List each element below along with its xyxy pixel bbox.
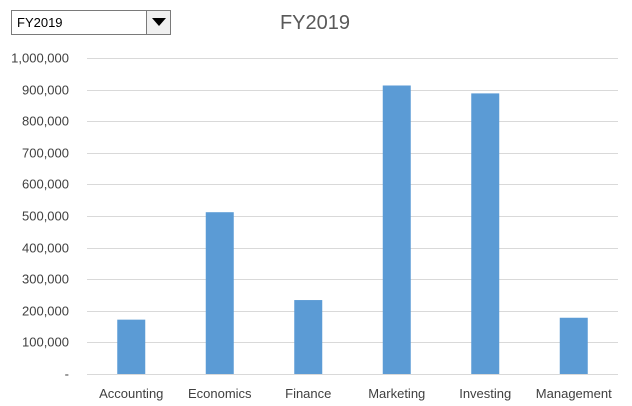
y-tick-label: 300,000 <box>22 272 69 287</box>
y-tick-label: 500,000 <box>22 209 69 224</box>
x-tick-label: Accounting <box>99 386 163 401</box>
y-tick-label: 900,000 <box>22 83 69 98</box>
y-tick-label: 100,000 <box>22 335 69 350</box>
bar-finance <box>294 300 323 374</box>
y-tick-label: 400,000 <box>22 241 69 256</box>
x-tick-label: Economics <box>188 386 252 401</box>
gridlines <box>87 58 618 375</box>
chart-title: FY2019 <box>280 12 350 34</box>
x-tick-label: Finance <box>285 386 331 401</box>
bars <box>117 85 588 374</box>
y-tick-label: 800,000 <box>22 114 69 129</box>
y-tick-label: - <box>65 367 69 382</box>
fiscal-year-dropdown-value: FY2019 <box>17 15 63 30</box>
y-tick-label: 600,000 <box>22 177 69 192</box>
x-tick-label: Investing <box>459 386 511 401</box>
bar-management <box>559 317 588 374</box>
x-axis-ticks: Accounting Economics Finance Marketing Inves… <box>99 386 612 401</box>
bar-marketing <box>382 85 411 374</box>
chevron-down-icon <box>152 18 166 26</box>
fiscal-year-dropdown[interactable]: FY2019 <box>11 10 171 35</box>
y-axis-ticks: - 100,000 200,000 300,000 400,000 500,000 600,… <box>11 51 69 382</box>
x-tick-label: Marketing <box>368 386 425 401</box>
y-tick-label: 1,000,000 <box>11 51 69 66</box>
y-tick-label: 700,000 <box>22 146 69 161</box>
bar-accounting <box>117 319 146 374</box>
dropdown-button[interactable] <box>146 11 170 34</box>
x-tick-label: Management <box>536 386 612 401</box>
bar-investing <box>471 93 500 374</box>
bar-economics <box>205 212 234 374</box>
y-tick-label: 200,000 <box>22 304 69 319</box>
